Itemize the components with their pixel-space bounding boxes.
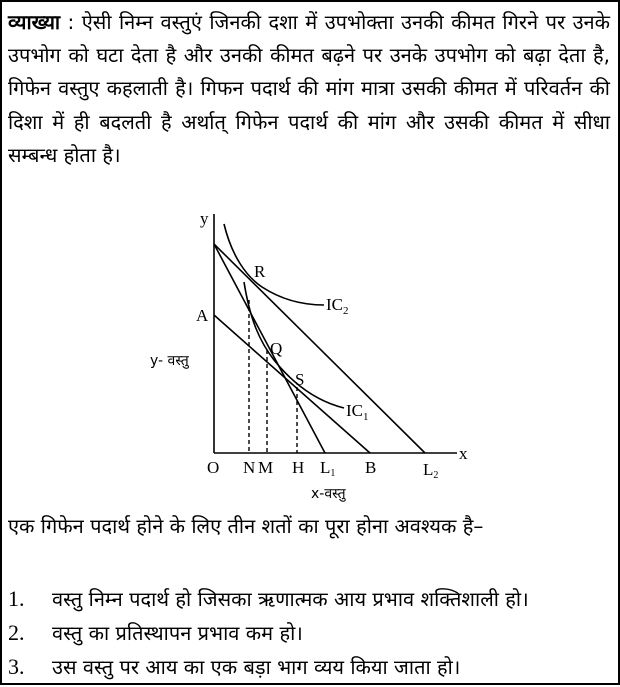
tick-L1: L1 xyxy=(320,458,335,479)
separator: : xyxy=(60,10,82,34)
tick-B: B xyxy=(365,458,376,477)
budget-line-AB xyxy=(213,314,371,454)
indifference-curve-IC2 xyxy=(223,223,325,306)
item-text: वस्तु निम्न पदार्थ हो जिसका ऋणात्मक आय प… xyxy=(52,587,529,611)
condition-item: 1. वस्तु निम्न पदार्थ हो जिसका ऋणात्मक आय… xyxy=(8,584,610,614)
x-axis-label: x xyxy=(459,444,468,463)
item-text: उस वस्तु पर आय का एक बड़ा भाग व्यय किया … xyxy=(52,655,461,679)
item-text: वस्तु का प्रतिस्थापन प्रभाव कम हो। xyxy=(52,621,303,645)
y-axis-label: y xyxy=(200,209,209,228)
condition-item: 3. उस वस्तु पर आय का एक बड़ा भाग व्यय किय… xyxy=(8,652,610,682)
explanation-paragraph: व्याख्या : ऐसी निम्न वस्तुएं जिनकी दशा म… xyxy=(8,6,610,172)
indifference-curve-IC1 xyxy=(243,281,345,409)
item-number: 2. xyxy=(8,620,25,645)
point-A: A xyxy=(196,306,209,325)
point-Q: Q xyxy=(270,339,282,358)
explanation-label: व्याख्या xyxy=(8,10,61,34)
ic1-label: IC1 xyxy=(346,401,369,423)
origin-label: O xyxy=(207,458,219,477)
budget-line-L1 xyxy=(213,243,326,454)
tick-N: N xyxy=(243,458,255,477)
y-good-label: y- वस्तु xyxy=(150,353,190,369)
explanation-text: ऐसी निम्न वस्तुएं जिनकी दशा में उपभोक्ता… xyxy=(8,10,610,167)
item-number: 1. xyxy=(8,586,25,611)
conditions-intro: एक गिफेन पदार्थ होने के लिए तीन शतों का … xyxy=(8,514,484,538)
tick-M: M xyxy=(258,458,273,477)
tick-L2: L2 xyxy=(423,460,438,481)
condition-item: 2. वस्तु का प्रतिस्थापन प्रभाव कम हो। xyxy=(8,618,610,648)
point-S: S xyxy=(295,370,304,389)
x-good-label: x-वस्तु xyxy=(311,486,347,502)
item-number: 3. xyxy=(8,654,25,679)
tick-H: H xyxy=(292,458,304,477)
budget-line-L2 xyxy=(213,243,426,454)
ic2-label: IC2 xyxy=(326,295,349,317)
point-R: R xyxy=(254,262,266,281)
